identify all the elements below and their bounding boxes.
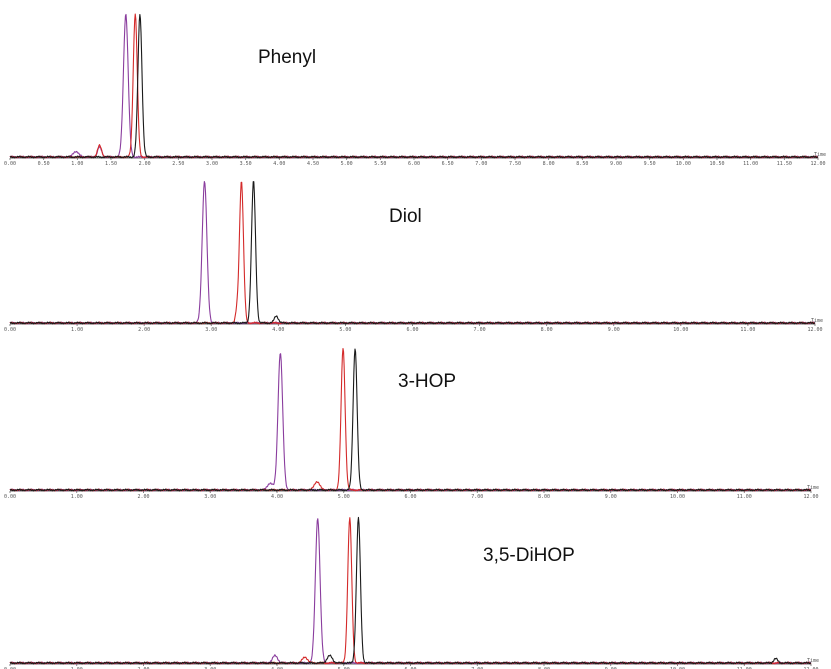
phenyl-x-tick-label: 4.00 <box>273 161 285 167</box>
diol-panel: Diol 0.00 1.00 2.00 3.00 4.00 5.00 6.00 7.00 8.0… <box>4 180 823 333</box>
phenyl-x-tick-label: 9.00 <box>610 161 622 167</box>
3-5-dihop-title: 3,5-DiHOP <box>483 545 575 566</box>
3-hop-title: 3-HOP <box>398 371 456 392</box>
phenyl-x-tick-label: 4.50 <box>307 161 319 167</box>
3-hop-x-tick-label: 10.00 <box>670 494 685 500</box>
phenyl-x-tick-label: 1.50 <box>105 161 117 167</box>
phenyl-x-tick-label: 11.50 <box>777 161 792 167</box>
diol-x-tick-label: 11.00 <box>740 327 755 333</box>
phenyl-x-tick-label: 7.00 <box>475 161 487 167</box>
3-5-dihop-x-tick-label: 10.00 <box>670 667 685 669</box>
phenyl-x-tick-label: 12.00 <box>810 161 825 167</box>
phenyl-x-tick-label: 0.00 <box>4 161 16 167</box>
3-hop-x-tick-label: 8.00 <box>538 494 550 500</box>
3-5-dihop-x-tick-label: 7.00 <box>471 667 483 669</box>
phenyl-title: Phenyl <box>258 47 316 68</box>
3-hop-x-axis-name: Time <box>807 485 819 491</box>
diol-x-tick-label: 5.00 <box>339 327 351 333</box>
3-hop-x-tick-label: 11.00 <box>737 494 752 500</box>
3-hop-trace-3 <box>9 348 812 492</box>
3-hop-trace-2 <box>9 347 812 492</box>
3-5-dihop-panel: 3,5-DiHOP 0.00 1.00 2.00 3.00 4.00 5.00 6.00 7.… <box>4 516 819 669</box>
diol-x-tick-label: 8.00 <box>541 327 553 333</box>
3-hop-x-tick-label: 3.00 <box>204 494 216 500</box>
diol-x-axis-name: Time <box>811 318 823 324</box>
3-5-dihop-trace-1 <box>9 518 812 665</box>
phenyl-x-tick-label: 2.50 <box>172 161 184 167</box>
3-5-dihop-x-tick-label: 6.00 <box>404 667 416 669</box>
diol-x-tick-label: 10.00 <box>673 327 688 333</box>
3-hop-x-tick-label: 7.00 <box>471 494 483 500</box>
3-hop-x-tick-label: 1.00 <box>71 494 83 500</box>
3-hop-x-tick-label: 2.00 <box>137 494 149 500</box>
3-hop-x-tick-label: 9.00 <box>605 494 617 500</box>
3-5-dihop-x-tick-label: 11.00 <box>737 667 752 669</box>
diol-x-tick-label: 12.00 <box>807 327 822 333</box>
3-hop-x-tick-label: 6.00 <box>404 494 416 500</box>
3-5-dihop-x-tick-label: 3.00 <box>204 667 216 669</box>
diol-trace-3 <box>9 181 816 325</box>
phenyl-x-tick-label: 5.50 <box>374 161 386 167</box>
phenyl-x-tick-label: 2.00 <box>139 161 151 167</box>
3-5-dihop-x-tick-label: 1.00 <box>71 667 83 669</box>
phenyl-panel: Phenyl 0.00 0.50 1.00 1.50 2.00 2.50 3.00 3.50 4… <box>4 13 826 167</box>
phenyl-x-tick-label: 3.50 <box>240 161 252 167</box>
diol-x-tick-label: 6.00 <box>406 327 418 333</box>
phenyl-x-tick-label: 0.50 <box>38 161 50 167</box>
diol-x-tick-label: 0.00 <box>4 327 16 333</box>
3-5-dihop-x-tick-label: 0.00 <box>4 667 16 669</box>
3-hop-x-tick-label: 12.00 <box>803 494 818 500</box>
phenyl-x-axis-name: Time <box>814 152 826 158</box>
diol-trace-1 <box>9 180 816 325</box>
phenyl-x-tick-label: 3.00 <box>206 161 218 167</box>
phenyl-x-tick-label: 10.00 <box>676 161 691 167</box>
phenyl-trace-2 <box>9 13 819 159</box>
diol-title: Diol <box>389 206 422 227</box>
3-5-dihop-x-tick-label: 2.00 <box>137 667 149 669</box>
phenyl-x-tick-label: 1.00 <box>71 161 83 167</box>
phenyl-trace-3 <box>9 13 819 159</box>
phenyl-x-tick-label: 6.00 <box>408 161 420 167</box>
3-5-dihop-trace-3 <box>9 516 812 665</box>
diol-x-tick-label: 1.00 <box>71 327 83 333</box>
3-hop-panel: 3-HOP 0.00 1.00 2.00 3.00 4.00 5.00 6.00 7.00 8.… <box>4 347 819 500</box>
3-5-dihop-x-tick-label: 12.00 <box>803 667 818 669</box>
3-5-dihop-x-tick-label: 4.00 <box>271 667 283 669</box>
phenyl-x-tick-label: 5.00 <box>341 161 353 167</box>
diol-x-tick-label: 9.00 <box>608 327 620 333</box>
3-hop-x-tick-label: 0.00 <box>4 494 16 500</box>
3-hop-x-tick-label: 4.00 <box>271 494 283 500</box>
3-5-dihop-x-tick-label: 5.00 <box>338 667 350 669</box>
phenyl-x-tick-label: 8.50 <box>576 161 588 167</box>
phenyl-x-tick-label: 7.50 <box>509 161 521 167</box>
phenyl-x-tick-label: 9.50 <box>644 161 656 167</box>
3-hop-x-tick-label: 5.00 <box>338 494 350 500</box>
diol-x-tick-label: 4.00 <box>272 327 284 333</box>
3-5-dihop-trace-2 <box>9 517 812 665</box>
diol-x-tick-label: 7.00 <box>474 327 486 333</box>
3-5-dihop-x-tick-label: 9.00 <box>605 667 617 669</box>
phenyl-x-tick-label: 6.50 <box>442 161 454 167</box>
3-5-dihop-x-tick-label: 8.00 <box>538 667 550 669</box>
phenyl-x-tick-label: 8.00 <box>543 161 555 167</box>
diol-x-tick-label: 2.00 <box>138 327 150 333</box>
phenyl-x-tick-label: 11.00 <box>743 161 758 167</box>
3-5-dihop-x-axis-name: Time <box>807 658 819 664</box>
diol-trace-2 <box>9 181 816 325</box>
diol-x-tick-label: 3.00 <box>205 327 217 333</box>
phenyl-x-tick-label: 10.50 <box>709 161 724 167</box>
